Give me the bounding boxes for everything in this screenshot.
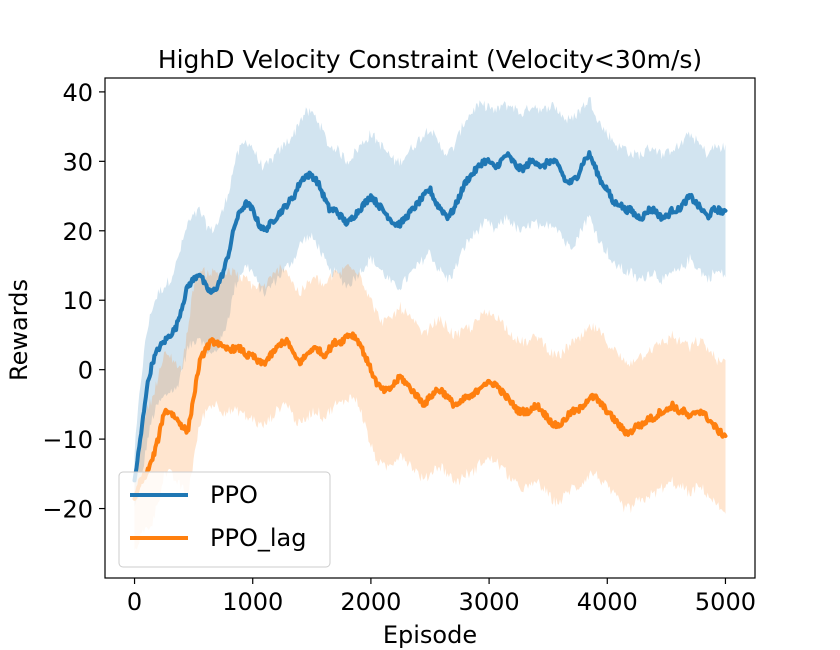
x-tick-label: 2000 [340,588,401,616]
legend: PPO PPO_lag [118,471,331,568]
x-tick-label: 3000 [459,588,520,616]
plot-frame [104,77,756,579]
chart-title: HighD Velocity Constraint (Velocity<30m/… [158,45,702,74]
confidence-bands [134,97,726,551]
y-axis-ticks: −20 −10 0 10 20 30 40 [42,79,105,524]
x-axis-ticks: 0 1000 2000 3000 4000 5000 [127,578,756,616]
y-tick-label: −10 [42,426,93,454]
y-tick-label: 10 [62,287,93,315]
x-tick-label: 0 [127,588,142,616]
x-tick-label: 1000 [222,588,283,616]
legend-label-ppo-lag: PPO_lag [210,524,306,552]
line-ppo [132,150,728,483]
line-ppo-lag [132,331,728,501]
legend-label-ppo: PPO [210,481,258,509]
series-lines [132,150,728,501]
y-tick-label: 0 [78,357,93,385]
x-tick-label: 4000 [577,588,638,616]
y-axis-label: Rewards [5,279,33,381]
y-tick-label: 20 [62,218,93,246]
x-axis-label: Episode [383,621,477,649]
y-tick-label: 30 [62,148,93,176]
x-tick-label: 5000 [695,588,756,616]
band-ppo [134,97,726,507]
y-tick-label: 40 [62,79,93,107]
band-ppo-lag [134,264,726,551]
y-tick-label: −20 [42,496,93,524]
